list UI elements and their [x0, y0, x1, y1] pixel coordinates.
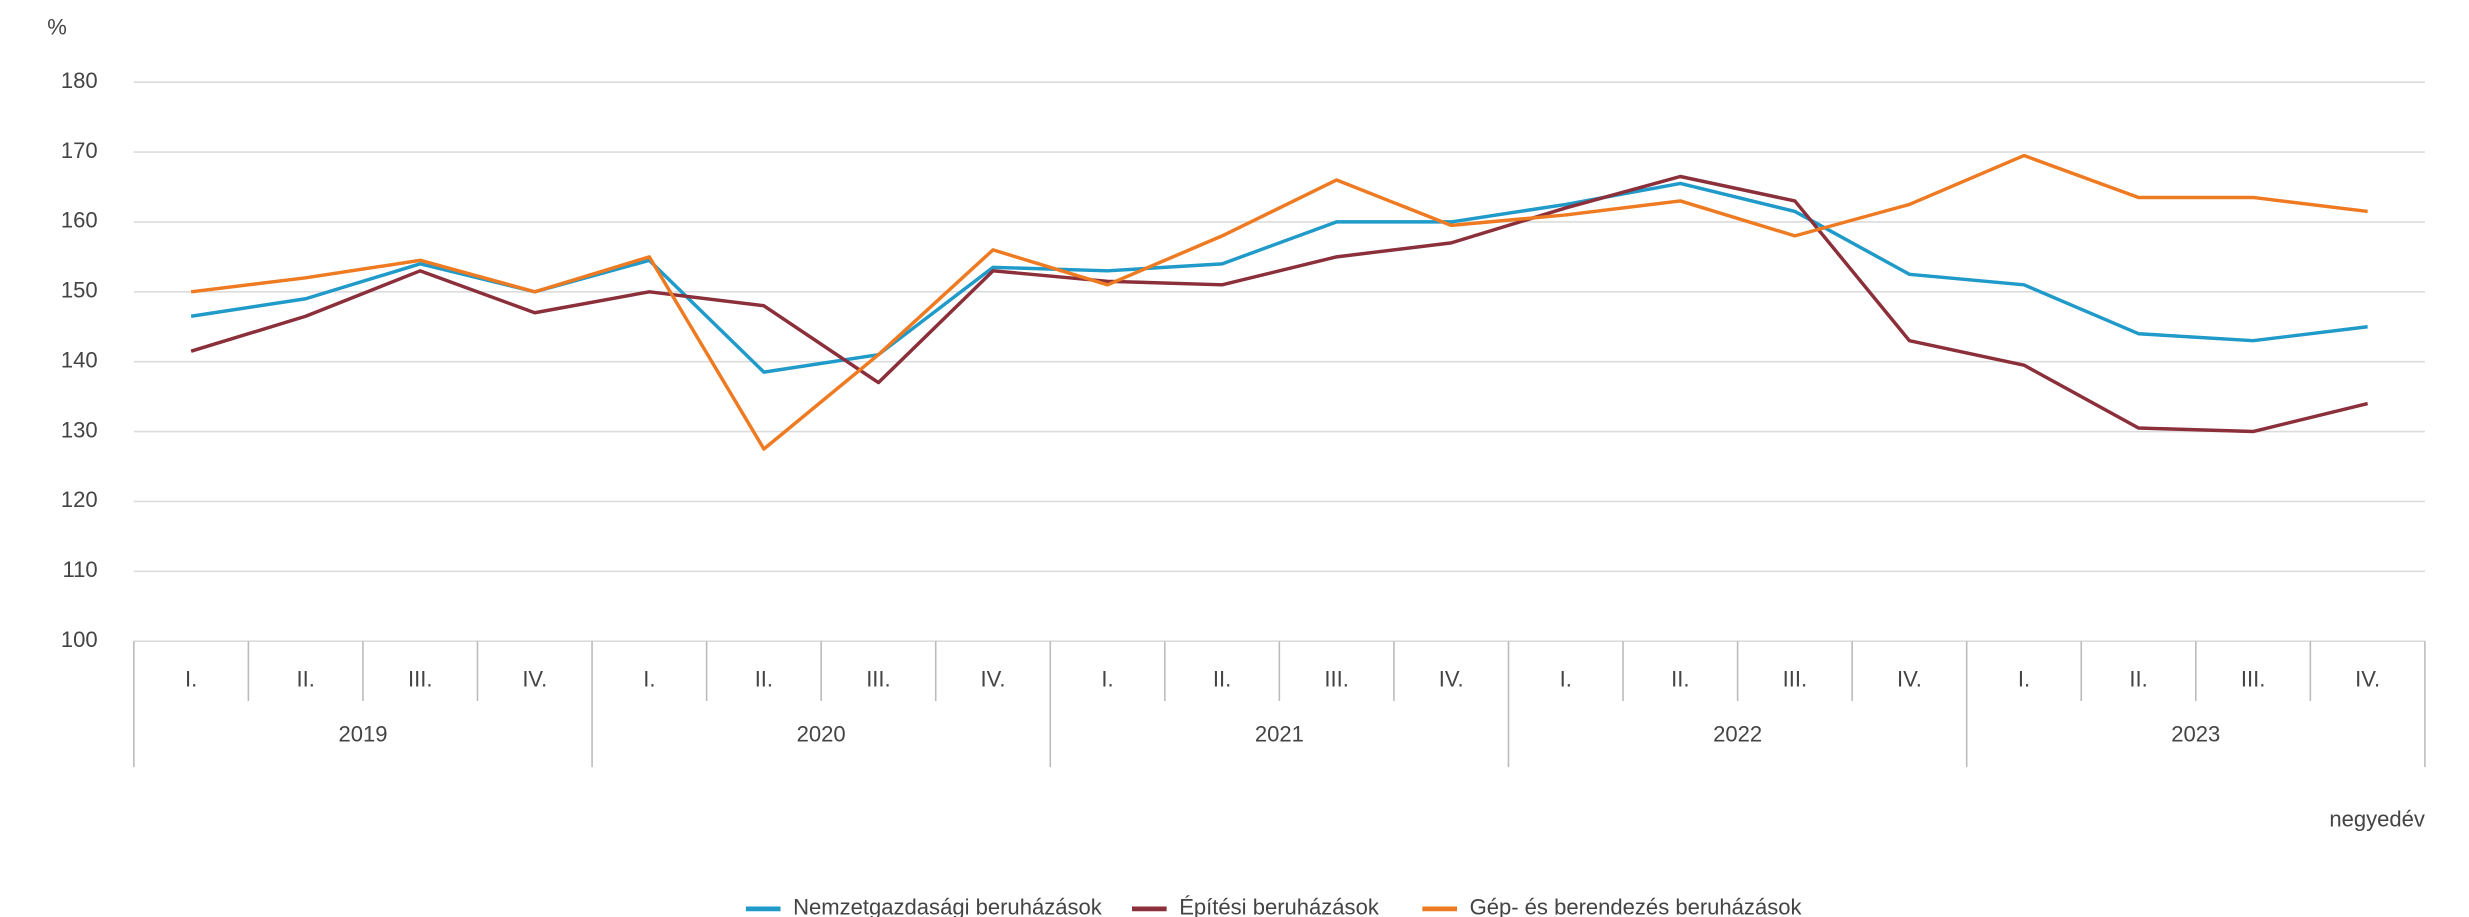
y-tick-label: 130 [61, 417, 98, 442]
y-tick-label: 170 [61, 138, 98, 163]
y-tick-label: 160 [61, 208, 98, 233]
x-tick-label: II. [2129, 666, 2147, 691]
y-axis-label: % [47, 14, 67, 39]
x-tick-label: I. [1101, 666, 1113, 691]
x-tick-label: III. [1324, 666, 1348, 691]
legend-label: Gép- és berendezés beruházások [1470, 895, 1803, 917]
x-tick-label: I. [185, 666, 197, 691]
x-tick-label: II. [296, 666, 314, 691]
x-tick-label: III. [1783, 666, 1807, 691]
x-tick-label: IV. [981, 666, 1006, 691]
y-tick-label: 120 [61, 487, 98, 512]
x-tick-label: IV. [1439, 666, 1464, 691]
x-tick-label: II. [1213, 666, 1231, 691]
y-tick-label: 180 [61, 68, 98, 93]
year-label: 2021 [1255, 721, 1304, 746]
y-tick-label: 110 [63, 557, 98, 582]
year-label: 2023 [2171, 721, 2220, 746]
series-line [190, 181, 2368, 374]
y-tick-label: 150 [61, 278, 98, 303]
x-tick-label: II. [1671, 666, 1689, 691]
x-tick-label: III. [2241, 666, 2265, 691]
y-tick-label: 100 [61, 627, 98, 652]
x-tick-label: I. [643, 666, 655, 691]
y-tick-label: 140 [61, 347, 98, 372]
year-label: 2022 [1713, 721, 1762, 746]
x-tick-label: IV. [1897, 666, 1922, 691]
x-tick-label: III. [408, 666, 432, 691]
year-label: 2019 [338, 721, 387, 746]
x-tick-label: III. [866, 666, 890, 691]
x-tick-label: IV. [2355, 666, 2380, 691]
year-label: 2020 [797, 721, 846, 746]
series-line [190, 174, 2369, 434]
x-tick-label: IV. [522, 666, 547, 691]
x-tick-label: I. [2018, 666, 2030, 691]
x-axis-label: negyedév [2329, 806, 2425, 831]
x-tick-label: I. [1560, 666, 1572, 691]
series-line [190, 153, 2368, 451]
legend-label: Építési beruházások [1179, 895, 1380, 917]
legend-label: Nemzetgazdasági beruházások [793, 895, 1103, 917]
x-tick-label: II. [755, 666, 773, 691]
